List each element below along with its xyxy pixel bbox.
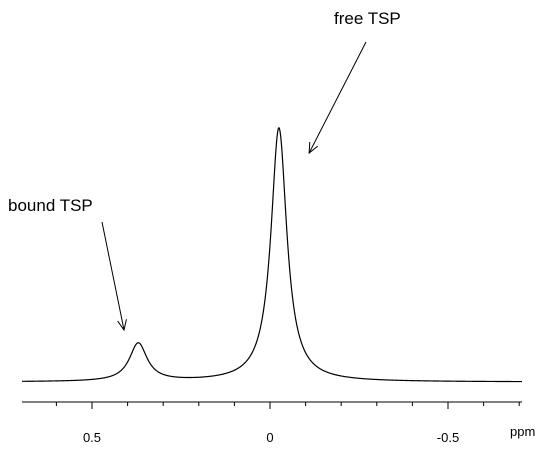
x-tick-label: -0.5 bbox=[437, 430, 459, 445]
annotations: bound TSP free TSP bbox=[8, 9, 401, 332]
x-axis-ticks bbox=[55, 402, 520, 409]
x-tick-label: 0.5 bbox=[83, 430, 101, 445]
annotation-label: free TSP bbox=[334, 9, 401, 28]
x-axis-label: ppm bbox=[510, 424, 535, 439]
x-axis-tick-labels: 0.5 0 -0.5 bbox=[83, 430, 459, 445]
annotation-arrowhead bbox=[117, 319, 127, 332]
annotation-arrowhead bbox=[308, 141, 319, 155]
annotation-label: bound TSP bbox=[8, 196, 93, 215]
annotation-arrow bbox=[101, 221, 125, 331]
x-tick-label: 0 bbox=[266, 430, 273, 445]
annotation-arrow bbox=[308, 41, 367, 154]
spectrum-line bbox=[21, 126, 522, 383]
